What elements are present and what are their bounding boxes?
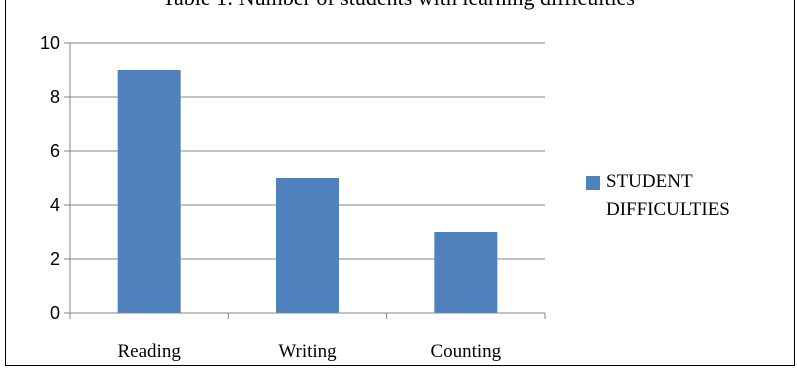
x-tick-label-reading: Reading — [118, 341, 182, 362]
x-tick-label-writing: Writing — [278, 341, 337, 362]
chart-title: Table 1: Number of students with learnin… — [0, 0, 797, 11]
y-tick-labels: 0 2 4 6 8 10 — [40, 33, 60, 323]
bar-writing — [276, 178, 339, 313]
x-tick-labels: Reading Writing Counting — [118, 341, 502, 362]
y-tick-label-4: 4 — [50, 195, 60, 215]
legend-label: STUDENT DIFFICULTIES — [606, 171, 730, 220]
y-tick-label-0: 0 — [50, 303, 60, 323]
y-tick-label-8: 8 — [50, 87, 60, 107]
y-tick-label-10: 10 — [40, 33, 60, 53]
y-tick-label-2: 2 — [50, 249, 60, 269]
chart-frame — [5, 0, 795, 366]
legend-swatch — [586, 176, 600, 190]
bars — [117, 70, 498, 313]
x-tick-label-counting: Counting — [430, 341, 501, 362]
axes — [69, 43, 546, 319]
bar-reading — [117, 70, 181, 313]
y-tick-label-6: 6 — [50, 141, 60, 161]
bar-counting — [434, 232, 498, 313]
